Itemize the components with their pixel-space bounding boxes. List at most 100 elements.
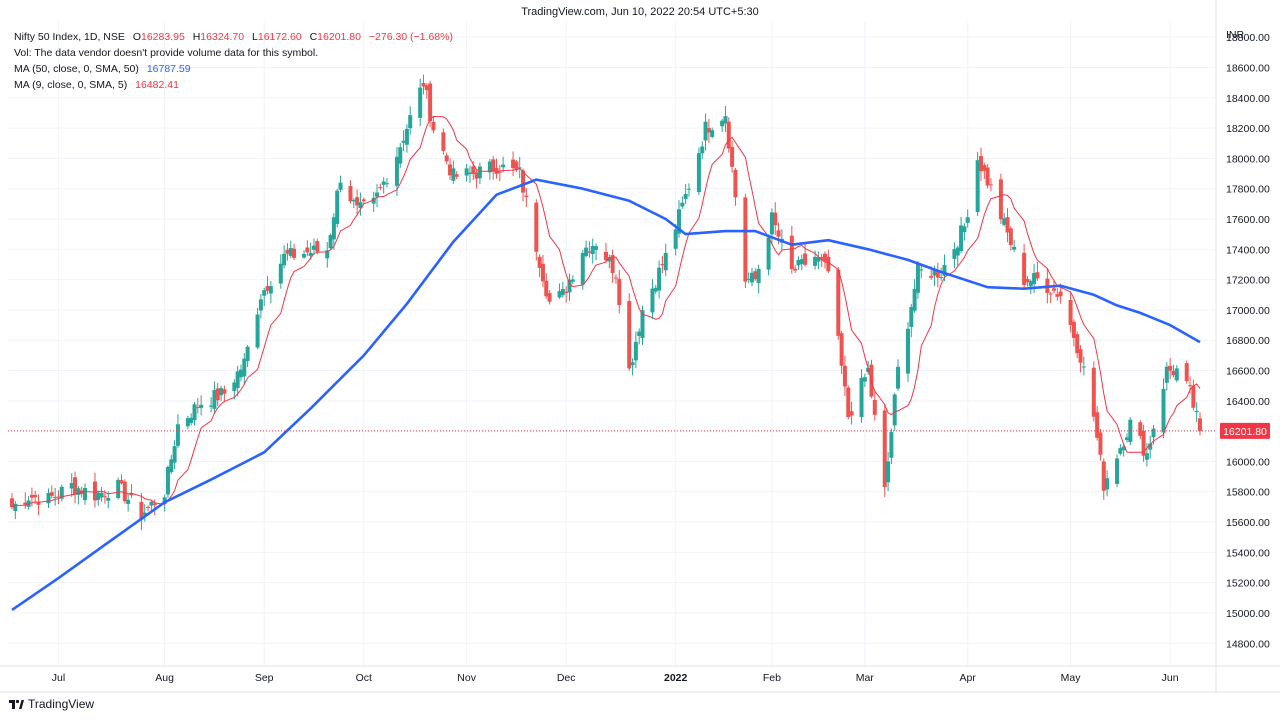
candle (750, 267, 755, 287)
candle (467, 165, 472, 184)
candle (633, 331, 638, 369)
candle-body (235, 371, 240, 388)
y-tick-label: 17200.00 (1226, 275, 1270, 287)
candle-body (444, 155, 449, 162)
currency-label: INR (1226, 29, 1245, 41)
candle-body (617, 278, 622, 305)
candle-body (451, 168, 456, 181)
y-tick-label: 18000.00 (1226, 153, 1270, 165)
y-tick-label: 16600.00 (1226, 366, 1270, 378)
y-tick-label: 18800.00 (1226, 32, 1270, 44)
candle-body (471, 166, 476, 175)
candle-body (1171, 370, 1176, 376)
candle-body (889, 432, 894, 458)
candle (1164, 362, 1169, 391)
candle (497, 164, 502, 182)
candle-body (1148, 443, 1153, 450)
candle (355, 189, 360, 216)
candle (401, 130, 406, 152)
axes: 14800.00 15000.00 15200.00 15400.00 15600.00… (0, 0, 1280, 693)
candle (962, 223, 967, 241)
candle-body (83, 488, 88, 501)
candle (146, 505, 151, 512)
candle (1091, 361, 1096, 422)
legend-ma9-value: 16482.41 (135, 79, 179, 91)
candle (152, 499, 157, 516)
candle (773, 202, 778, 235)
candle-body (1174, 368, 1179, 381)
x-tick-label: Jun (1162, 672, 1179, 684)
candle-body (985, 167, 990, 186)
candle (73, 471, 78, 504)
candle-body (268, 286, 273, 294)
y-tick-label: 15800.00 (1226, 487, 1270, 499)
candle (723, 106, 728, 132)
legend-ma9-label: MA (9, close, 0, SMA, 5) (14, 79, 128, 91)
candle (793, 265, 798, 273)
candle-body (401, 140, 406, 143)
candle (441, 128, 446, 155)
candle-body (122, 481, 127, 502)
x-tick-label: Mar (856, 672, 875, 684)
candle-body (826, 256, 831, 272)
candle (580, 249, 585, 290)
candle-body (587, 251, 592, 253)
y-tick-label: 14800.00 (1226, 638, 1270, 650)
y-tick-label: 16400.00 (1226, 396, 1270, 408)
candle-body (982, 164, 987, 171)
candle (952, 242, 957, 269)
candle-body (335, 190, 340, 224)
candle-body (537, 256, 542, 268)
candle-body (53, 496, 58, 498)
candle-body (428, 83, 433, 122)
candle-body (1078, 349, 1083, 363)
candle (733, 167, 738, 206)
candle (796, 256, 801, 271)
candle-body (1025, 278, 1030, 283)
y-tick-label: 15400.00 (1226, 547, 1270, 559)
candle-body (570, 279, 575, 282)
candle-body (680, 202, 685, 207)
candle (454, 171, 459, 180)
candle (46, 488, 51, 508)
candle-body (594, 246, 599, 250)
candle-body (338, 182, 343, 190)
candle (836, 267, 841, 340)
legend-ma50-label: MA (50, close, 0, SMA, 50) (14, 63, 139, 75)
candle-body (796, 259, 801, 266)
candle (524, 188, 529, 207)
candle (959, 217, 964, 254)
candle (663, 243, 668, 277)
candle-body (952, 249, 957, 259)
candle-body (892, 394, 897, 426)
candle (268, 281, 273, 304)
candle-body (1068, 299, 1073, 325)
candle-body (514, 161, 519, 170)
candle-body (584, 247, 589, 257)
candle-body (859, 377, 864, 418)
candle-body (988, 184, 993, 186)
candle (384, 178, 389, 188)
candle (743, 193, 748, 289)
candle (1055, 288, 1060, 301)
candle-body (1008, 228, 1013, 245)
candle-body (361, 199, 366, 202)
candle (859, 369, 864, 423)
x-tick-label: Dec (557, 672, 576, 684)
candle (262, 287, 267, 307)
candle-body (803, 253, 808, 265)
candle (567, 273, 572, 301)
candle-body (199, 404, 204, 408)
candle (325, 242, 330, 268)
candle (912, 279, 917, 313)
candle-body (497, 171, 502, 173)
candle (594, 243, 599, 261)
candle-body (232, 382, 237, 392)
brand-name: TradingView (28, 697, 95, 711)
candle-body (912, 288, 917, 311)
brand[interactable]: TradingView (9, 697, 94, 711)
candle (584, 240, 589, 258)
candle (305, 240, 310, 257)
candle (896, 359, 901, 391)
